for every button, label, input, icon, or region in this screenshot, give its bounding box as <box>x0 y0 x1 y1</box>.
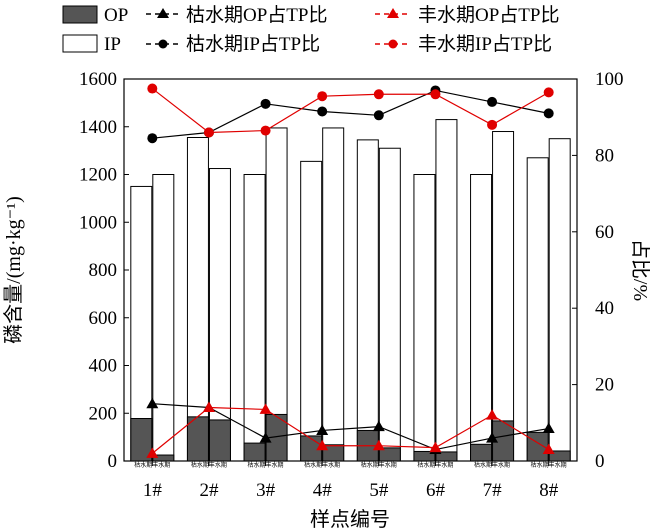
x-tick-label: 7# <box>483 480 503 501</box>
y-left-tick-label: 1400 <box>79 117 117 138</box>
ratio-point-3-7# <box>487 119 498 130</box>
legend-op-label: OP <box>104 5 128 26</box>
ip-bar-dry-3# <box>243 174 266 462</box>
ratio-line-0 <box>152 403 549 451</box>
ratio-point-3-6# <box>430 89 441 100</box>
legend-op-swatch <box>62 5 98 24</box>
ratio-point-2-4# <box>317 106 328 117</box>
ip-bar-wet-4# <box>322 127 345 462</box>
ratio-point-3-2# <box>203 127 214 138</box>
ratio-point-2-8# <box>543 108 554 119</box>
y-left-tick-label: 400 <box>89 356 118 377</box>
ratio-point-0-1# <box>146 397 159 409</box>
ratio-point-0-8# <box>542 422 555 434</box>
op-bar-wet-1# <box>152 454 175 462</box>
ratio-point-3-1# <box>147 83 158 94</box>
y-left-tick-label: 600 <box>89 308 118 329</box>
y-right-tick-label: 60 <box>595 222 614 243</box>
ratio-point-1-8# <box>542 443 555 455</box>
lines-layer <box>146 83 555 458</box>
ratio-line-3 <box>151 88 549 134</box>
ratio-point-2-3# <box>260 98 271 109</box>
legend-wet-ip-marker <box>375 39 411 49</box>
ip-bar-wet-6# <box>435 119 458 462</box>
x-axis-title: 样点编号 <box>310 508 390 531</box>
ratio-point-3-3# <box>260 125 271 136</box>
ratio-line-2 <box>152 89 549 139</box>
ratio-point-2-5# <box>373 110 384 121</box>
y-left-tick-label: 1600 <box>79 69 117 90</box>
ratio-point-3-4# <box>317 91 328 102</box>
ratio-point-1-3# <box>259 403 272 414</box>
ratio-point-1-1# <box>146 447 159 458</box>
op-bar-dry-2# <box>186 416 209 462</box>
legend-dry-ip-label: 枯水期IP占TP比 <box>186 33 320 55</box>
x-tick-label: 2# <box>199 480 219 501</box>
y-left-tick-label: 1000 <box>79 212 117 233</box>
ip-bar-wet-1# <box>152 174 175 462</box>
y-left-tick-label: 800 <box>89 260 118 281</box>
x-tick-label: 8# <box>539 480 559 501</box>
y-left-tick-label: 1200 <box>79 165 117 186</box>
y-right-tick-label: 80 <box>595 145 614 166</box>
ratio-point-1-5# <box>372 439 385 451</box>
legend-wet-ip-label: 丰水期IP占TP比 <box>418 33 552 55</box>
ip-bar-dry-2# <box>186 136 209 462</box>
ip-bar-dry-5# <box>356 139 379 462</box>
op-bar-wet-2# <box>208 419 231 462</box>
ratio-point-3-5# <box>373 89 384 100</box>
axes-layer: 0 200 400 600 800 1000 1200 1400 1600 0 20 40 60 80 10… <box>79 69 624 501</box>
y-left-tick-label: 0 <box>108 451 118 472</box>
ratio-point-1-6# <box>429 441 442 453</box>
x-tick-label: 4# <box>313 480 333 501</box>
x-tick-label: 5# <box>369 480 389 501</box>
x-tick-label: 3# <box>256 480 276 501</box>
legend-ip-label: IP <box>104 34 121 55</box>
legend-dry-ip-marker <box>146 39 180 49</box>
y-right-tick-label: 40 <box>595 298 614 319</box>
ratio-point-0-3# <box>259 432 272 443</box>
ratio-point-1-2# <box>202 401 215 413</box>
ip-bar-dry-8# <box>526 157 549 462</box>
ratio-point-1-7# <box>486 409 499 420</box>
op-bar-wet-5# <box>378 447 401 462</box>
ratio-point-2-1# <box>147 133 158 144</box>
ip-bar-wet-7# <box>492 131 515 462</box>
op-bar-wet-4# <box>322 444 345 462</box>
y-left-tick-label: 200 <box>89 403 118 424</box>
legend-dry-op-marker <box>146 8 180 18</box>
x-tick-label: 6# <box>426 480 446 501</box>
ip-bar-wet-8# <box>548 138 571 462</box>
op-bar-dry-7# <box>470 443 493 462</box>
ip-bar-dry-4# <box>300 160 323 462</box>
legend-ip-swatch <box>62 34 98 53</box>
legend-dry-op-label: 枯水期OP占TP比 <box>186 4 327 26</box>
ratio-line-1 <box>151 406 549 454</box>
ratio-point-0-7# <box>486 432 499 443</box>
ratio-point-2-7# <box>487 96 498 107</box>
op-bar-dry-1# <box>130 418 153 462</box>
legend-wet-op-marker <box>375 8 411 18</box>
y-right-tick-label: 0 <box>595 451 605 472</box>
ratio-point-1-4# <box>316 439 329 451</box>
y-right-tick-label: 20 <box>595 375 614 396</box>
ip-bar-dry-6# <box>413 174 436 462</box>
y-axis-left-title: 磷含量/(mg·kg⁻¹) <box>2 196 25 344</box>
y-axis-right-title: 占比/% <box>629 239 650 301</box>
y-right-tick-label: 100 <box>595 69 624 90</box>
ratio-point-0-4# <box>316 424 329 435</box>
x-tick-label: 1# <box>143 480 163 501</box>
legend-wet-op-label: 丰水期OP占TP比 <box>418 4 559 26</box>
bars-layer: 枯水期丰水期枯水期丰水期枯水期丰水期枯水期丰水期枯水期丰水期枯水期丰水期枯水期丰… <box>130 119 571 469</box>
op-bar-wet-8# <box>548 450 571 462</box>
op-bar-dry-6# <box>413 450 436 462</box>
ip-bar-wet-5# <box>378 147 401 462</box>
ratio-point-0-5# <box>372 420 385 432</box>
op-bar-wet-6# <box>435 451 458 462</box>
legend: OP IP 枯水期OP占TP比 枯水期IP占TP比 丰水期OP占TP比 丰水期I… <box>62 4 559 55</box>
op-bar-dry-3# <box>243 442 266 462</box>
ratio-point-3-8# <box>543 87 554 98</box>
